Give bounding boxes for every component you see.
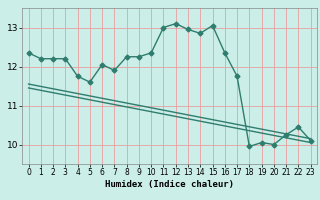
X-axis label: Humidex (Indice chaleur): Humidex (Indice chaleur) (105, 180, 234, 189)
